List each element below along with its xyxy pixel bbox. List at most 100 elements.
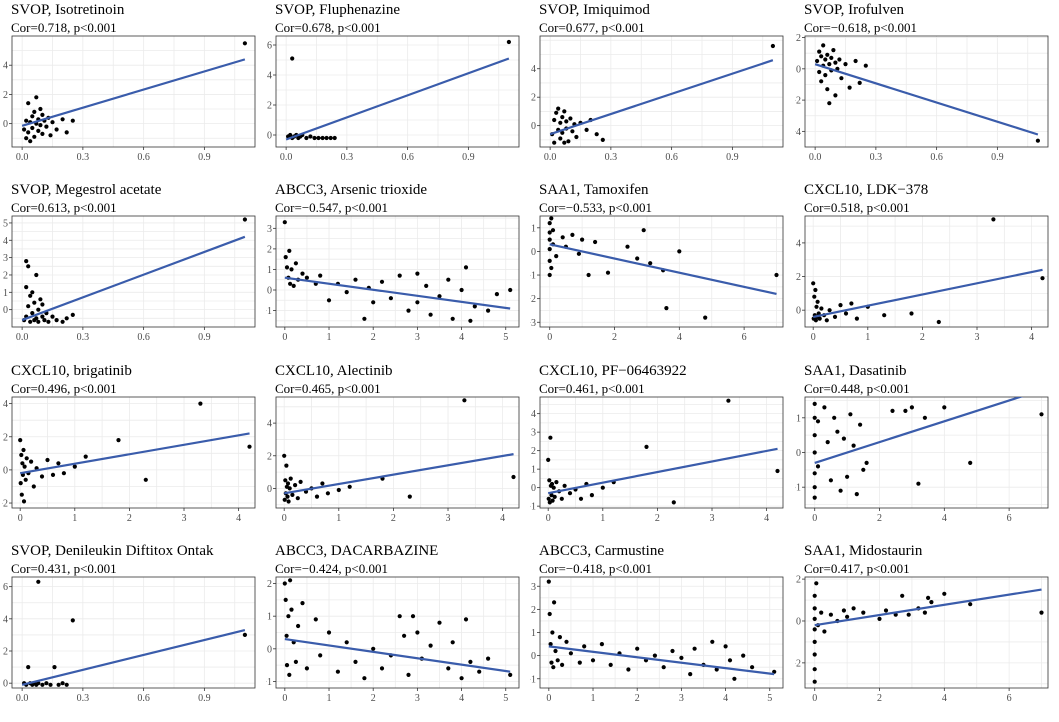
data-point: [30, 290, 35, 295]
scatter-plot: 0 1 2 3 4 5 −1 0 1 2 3: [266, 215, 520, 343]
data-point: [38, 106, 43, 112]
data-point: [1039, 610, 1044, 615]
x-tick-label: 1: [327, 332, 332, 343]
data-point: [546, 579, 551, 584]
x-tick-label: 3: [710, 513, 715, 524]
data-point: [242, 41, 247, 46]
data-point: [811, 281, 816, 286]
data-point: [812, 606, 817, 611]
data-point: [318, 273, 323, 278]
data-point: [551, 665, 556, 670]
data-point: [283, 478, 288, 483]
x-tick-label: 2: [877, 513, 882, 524]
data-point: [845, 474, 850, 479]
x-tick-label: 6: [1007, 693, 1012, 704]
data-point: [827, 62, 832, 67]
data-point: [882, 313, 887, 318]
data-point: [546, 457, 551, 462]
y-tick-label: 2: [3, 647, 8, 658]
data-point: [293, 261, 298, 266]
data-point: [1040, 276, 1045, 281]
data-point: [30, 311, 35, 316]
data-point: [362, 316, 367, 321]
y-tick-label: 0: [267, 484, 272, 495]
regression-line: [549, 59, 774, 136]
y-tick-label: −1: [530, 502, 536, 513]
data-point: [28, 293, 33, 298]
data-point: [848, 412, 853, 417]
data-point: [551, 485, 556, 490]
plot-frame: [275, 215, 520, 328]
data-point: [547, 230, 552, 235]
data-point: [968, 460, 973, 465]
plot-frame: [539, 35, 784, 148]
data-point: [550, 228, 556, 233]
data-point: [407, 494, 412, 499]
data-point: [428, 643, 433, 648]
data-point: [54, 127, 59, 132]
data-point: [832, 314, 838, 319]
panel-title: SVOP, Isotretinoin: [11, 2, 125, 18]
plot-frame: [275, 396, 520, 509]
data-point: [50, 120, 55, 125]
data-point: [858, 422, 863, 427]
data-point: [26, 665, 31, 670]
data-point: [600, 137, 605, 142]
data-point: [570, 129, 575, 134]
y-tick-label: 2: [267, 244, 272, 255]
data-point: [56, 461, 61, 466]
y-tick-label: 0: [3, 679, 8, 690]
data-point: [549, 216, 554, 221]
x-tick-label: 0.0: [16, 332, 29, 343]
data-point: [812, 639, 817, 644]
x-tick-label: 0: [811, 332, 816, 343]
data-point: [772, 669, 777, 674]
data-point: [854, 492, 859, 497]
data-point: [576, 251, 581, 256]
scatter-panel: SVOP, Irofulven Cor=−0.618, p<0.001 0.0 0.3…: [795, 0, 1059, 180]
data-point: [562, 140, 567, 145]
data-point: [556, 106, 561, 111]
data-point: [289, 607, 294, 612]
data-point: [1039, 412, 1044, 417]
data-point: [289, 267, 294, 272]
data-point: [922, 415, 927, 420]
data-point: [143, 477, 148, 482]
data-point: [20, 461, 25, 466]
data-point: [814, 304, 819, 309]
data-point: [812, 415, 817, 420]
data-point: [293, 483, 298, 488]
y-tick-label: 0: [531, 247, 536, 258]
y-tick-label: −2: [530, 294, 536, 305]
data-point: [486, 308, 491, 313]
data-point: [857, 80, 862, 85]
y-tick-label: 2: [267, 451, 272, 462]
data-point: [468, 659, 473, 664]
x-tick-label: 0.9: [198, 693, 211, 704]
data-point: [813, 287, 818, 293]
data-point: [19, 492, 24, 497]
x-tick-label: 2: [371, 693, 376, 704]
data-point: [291, 283, 296, 288]
y-tick-label: 3: [3, 253, 8, 264]
data-point: [353, 659, 358, 664]
data-point: [554, 254, 559, 259]
x-tick-label: 4: [1029, 332, 1034, 343]
data-point: [670, 648, 675, 654]
x-tick-label: 2: [127, 513, 132, 524]
x-tick-label: 0.3: [77, 332, 90, 343]
panel-title: ABCC3, Arsenic trioxide: [275, 182, 428, 198]
panel-title: SAA1, Tamoxifen: [539, 182, 649, 198]
data-point: [50, 472, 56, 477]
data-point: [56, 682, 61, 687]
data-point: [552, 140, 557, 145]
data-point: [991, 217, 996, 222]
data-point: [851, 606, 856, 611]
x-tick-label: 0: [546, 513, 551, 524]
data-point: [832, 415, 837, 420]
data-point: [283, 597, 288, 602]
data-point: [288, 132, 293, 138]
plot-frame: [804, 35, 1049, 148]
data-point: [770, 43, 775, 49]
data-point: [936, 319, 941, 325]
